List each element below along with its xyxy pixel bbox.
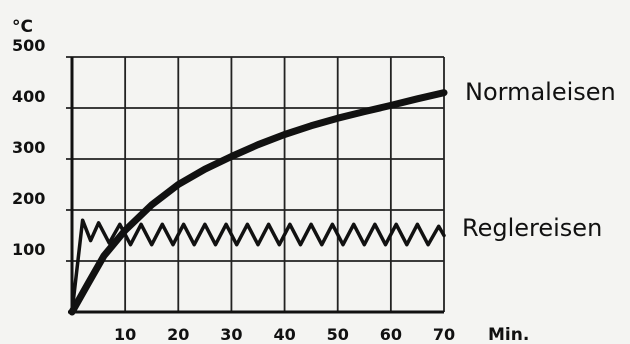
x-tick-label-10: 10	[114, 325, 136, 344]
series-label-reglereisen: Reglereisen	[462, 214, 602, 242]
y-tick-label-500: 500	[12, 36, 45, 55]
series-lines	[68, 89, 448, 316]
y-tick-label-200: 200	[12, 189, 45, 208]
axes	[68, 57, 444, 314]
x-tick-label-50: 50	[327, 325, 349, 344]
x-tick-label-30: 30	[220, 325, 242, 344]
x-axis-unit: Min.	[488, 325, 529, 344]
x-tick-label-40: 40	[273, 325, 295, 344]
x-tick-label-70: 70	[433, 325, 455, 344]
y-tick-label-300: 300	[12, 138, 45, 157]
grid	[66, 56, 445, 312]
series-line-normaleisen	[68, 89, 448, 316]
x-tick-label-20: 20	[167, 325, 189, 344]
series-line-reglereisen	[70, 218, 446, 314]
y-tick-label-400: 400	[12, 87, 45, 106]
x-tick-label-60: 60	[380, 325, 402, 344]
y-tick-label-100: 100	[12, 240, 45, 259]
y-axis-unit: °C	[12, 17, 33, 37]
series-label-normaleisen: Normaleisen	[465, 78, 616, 106]
x-tick-labels: 10 20 30 40 50 60 70	[114, 325, 455, 344]
y-tick-labels: 100 200 300 400 500	[12, 36, 45, 259]
